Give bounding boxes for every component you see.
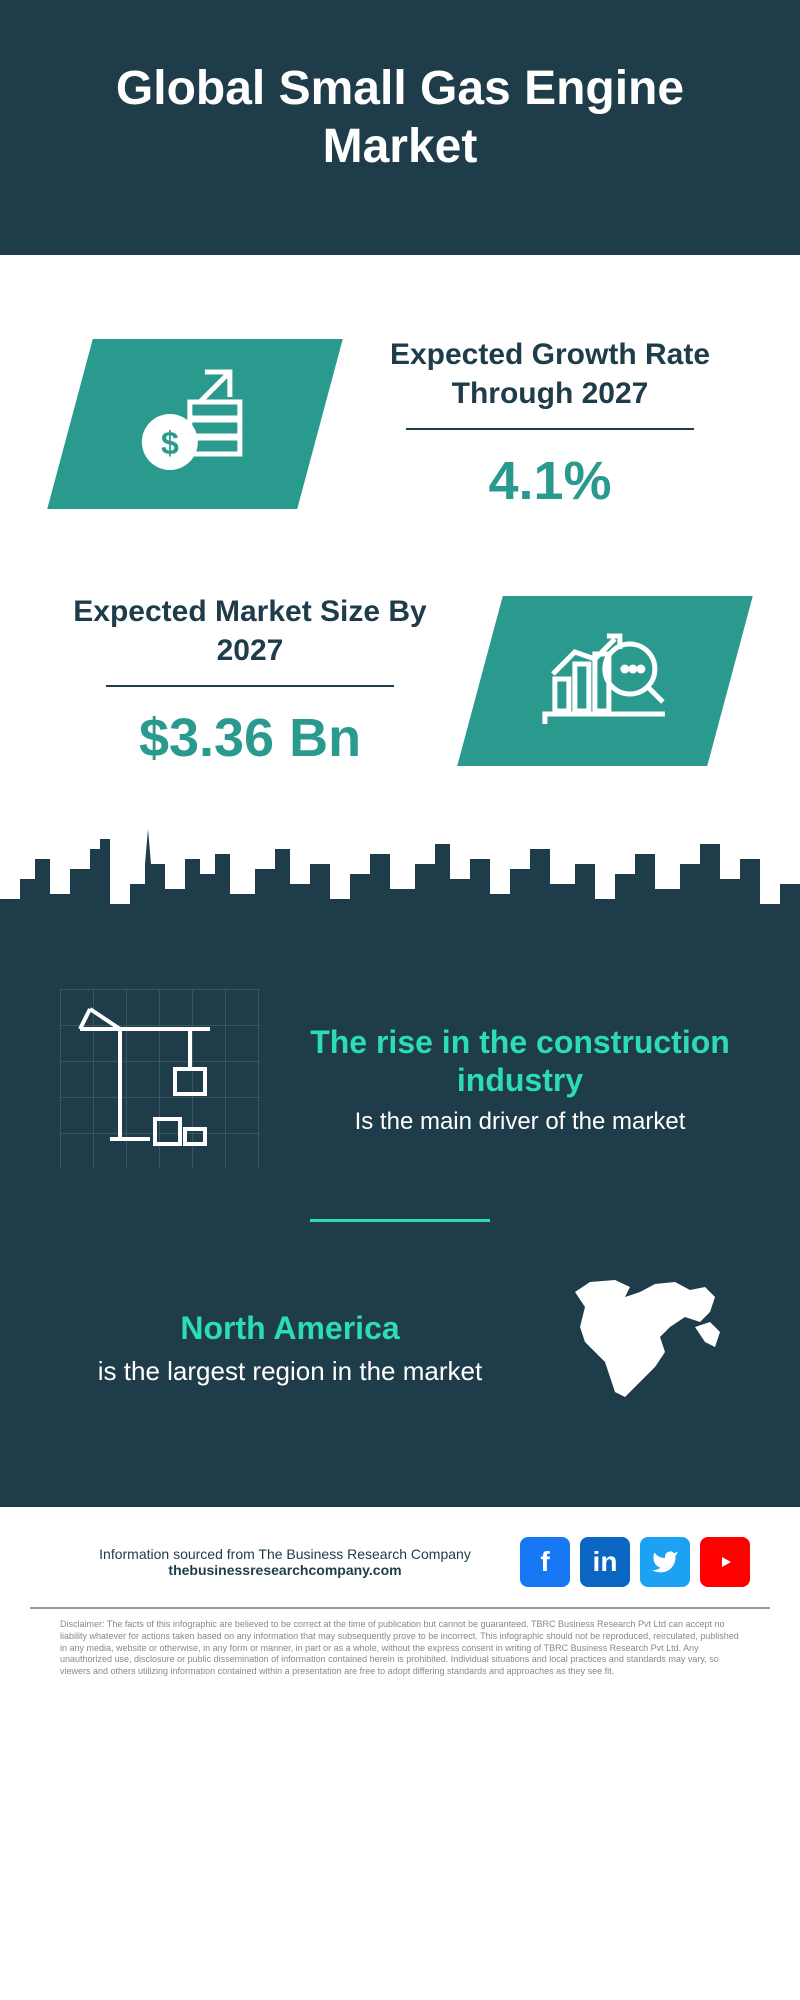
skyline-divider [0, 809, 800, 939]
stat-section-1: $ Expected Growth Rate Through 2027 4.1% [0, 295, 800, 552]
footer-text: Information sourced from The Business Re… [50, 1546, 520, 1578]
driver-subtitle: Is the main driver of the market [300, 1108, 740, 1136]
region-row: North America is the largest region in t… [60, 1272, 740, 1427]
divider [406, 428, 694, 430]
website-text: thebusinessresearchcompany.com [50, 1562, 520, 1578]
driver-row: The rise in the construction industry Is… [60, 989, 740, 1169]
svg-text:$: $ [161, 424, 179, 460]
crane-icon [60, 989, 260, 1169]
region-subtitle: is the largest region in the market [60, 1355, 520, 1389]
facebook-icon[interactable]: f [520, 1537, 570, 1587]
spacer [0, 255, 800, 295]
stat-block-2: Expected Market Size By 2027 $3.36 Bn [70, 592, 430, 769]
region-title: North America [60, 1310, 520, 1347]
stat-block-1: Expected Growth Rate Through 2027 4.1% [370, 335, 730, 512]
stat-value-2: $3.36 Bn [70, 707, 430, 769]
mid-divider [310, 1219, 490, 1222]
dark-section: The rise in the construction industry Is… [0, 939, 800, 1507]
header: Global Small Gas Engine Market [0, 0, 800, 255]
footer: Information sourced from The Business Re… [0, 1507, 800, 1607]
parallelogram-2 [457, 596, 753, 766]
youtube-icon[interactable] [700, 1537, 750, 1587]
stat-title-1: Expected Growth Rate Through 2027 [370, 335, 730, 413]
linkedin-icon[interactable]: in [580, 1537, 630, 1587]
stat-row-2: Expected Market Size By 2027 $3.36 Bn [70, 592, 730, 769]
disclaimer-text: Disclaimer: The facts of this infographi… [60, 1619, 740, 1677]
driver-text: The rise in the construction industry Is… [300, 1023, 740, 1136]
social-icons: f in [520, 1537, 750, 1587]
twitter-icon[interactable] [640, 1537, 690, 1587]
north-america-map-icon [560, 1272, 740, 1427]
divider [106, 685, 394, 687]
parallelogram-1: $ [47, 339, 343, 509]
source-text: Information sourced from The Business Re… [50, 1546, 520, 1562]
stat-section-2: Expected Market Size By 2027 $3.36 Bn [0, 552, 800, 809]
stat-row-1: $ Expected Growth Rate Through 2027 4.1% [70, 335, 730, 512]
chart-analysis-icon [535, 623, 675, 738]
stat-value-1: 4.1% [370, 450, 730, 512]
infographic-container: Global Small Gas Engine Market $ [0, 0, 800, 1708]
money-growth-icon: $ [130, 361, 260, 486]
driver-title: The rise in the construction industry [300, 1023, 740, 1100]
disclaimer: Disclaimer: The facts of this infographi… [30, 1607, 770, 1707]
region-text: North America is the largest region in t… [60, 1310, 520, 1389]
stat-title-2: Expected Market Size By 2027 [70, 592, 430, 670]
page-title: Global Small Gas Engine Market [40, 60, 760, 175]
